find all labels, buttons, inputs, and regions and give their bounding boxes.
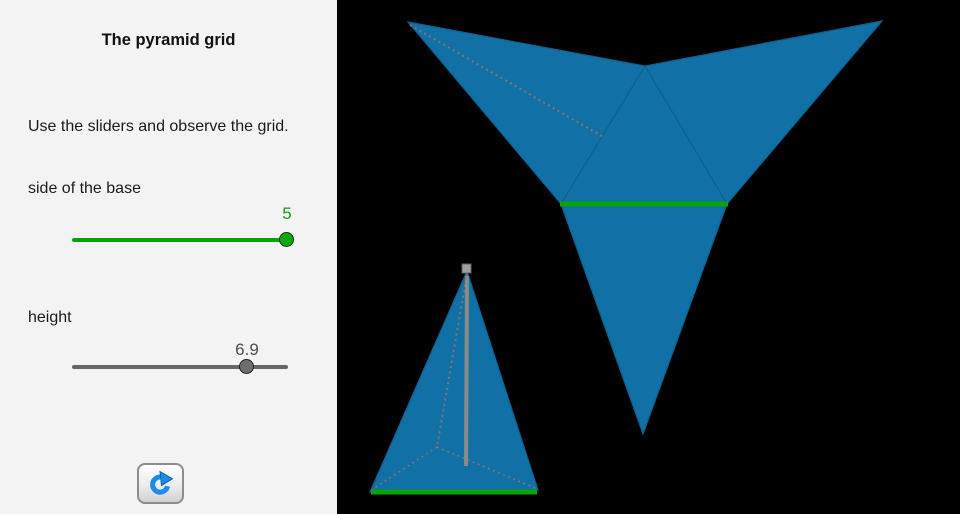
pyramid-hidden-edge-back-right <box>436 446 536 489</box>
base-slider-handle[interactable] <box>279 232 294 247</box>
pyramid-apex-point-handle[interactable] <box>461 263 472 274</box>
base-slider-label: side of the base <box>28 180 141 197</box>
height-slider-value: 6.9 <box>235 340 259 359</box>
height-slider-label: height <box>28 309 72 326</box>
reset-button[interactable] <box>137 463 184 504</box>
net-slant-height-dashed-line <box>409 24 606 139</box>
control-panel: The pyramid grid Use the sliders and obs… <box>0 0 337 514</box>
pyramid-outline <box>369 269 539 493</box>
pyramid-hidden-edge-back-left <box>372 446 438 490</box>
pyramid-hidden-edge-apex-back <box>436 273 468 448</box>
page-title: The pyramid grid <box>101 31 236 49</box>
net-bottom-face <box>560 203 728 436</box>
reset-circular-arrow-icon <box>149 470 173 495</box>
pyramid-figure <box>369 20 884 495</box>
pyramid-height-line <box>464 275 469 467</box>
height-slider-track[interactable] <box>72 365 288 369</box>
instruction-text: Use the sliders and observe the grid. <box>28 118 289 135</box>
base-slider-track[interactable] <box>72 238 288 242</box>
base-slider-value: 5 <box>282 204 292 223</box>
height-slider-handle[interactable] <box>239 359 254 374</box>
graphics-view-3d[interactable] <box>337 0 960 514</box>
